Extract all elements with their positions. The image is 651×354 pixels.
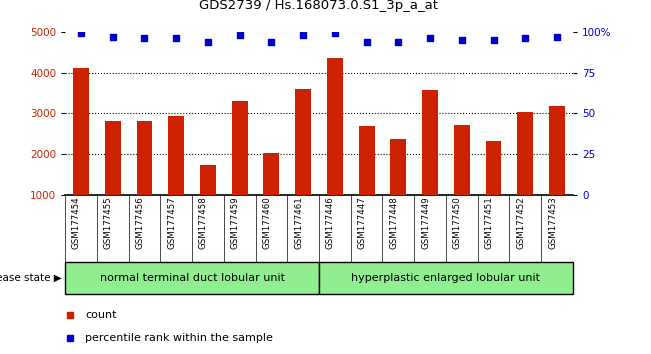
Bar	[200, 165, 216, 235]
Point	[456, 37, 467, 43]
Point	[425, 35, 436, 41]
Point	[552, 34, 562, 40]
Text: hyperplastic enlarged lobular unit: hyperplastic enlarged lobular unit	[352, 273, 540, 283]
Point	[488, 37, 499, 43]
Text: count: count	[85, 310, 117, 320]
Bar	[105, 121, 120, 235]
Text: GSM177447: GSM177447	[357, 197, 367, 250]
Text: GSM177451: GSM177451	[484, 197, 493, 250]
Text: GSM177456: GSM177456	[135, 197, 145, 250]
Point	[202, 39, 213, 45]
Bar	[549, 106, 565, 235]
Point	[171, 35, 182, 41]
Text: percentile rank within the sample: percentile rank within the sample	[85, 333, 273, 343]
Text: GSM177453: GSM177453	[548, 197, 557, 250]
Text: GSM177455: GSM177455	[104, 197, 113, 250]
Bar	[168, 116, 184, 235]
Text: GSM177458: GSM177458	[199, 197, 208, 250]
Bar	[391, 139, 406, 235]
Bar	[319, 262, 573, 294]
Bar	[73, 68, 89, 235]
Text: GSM177446: GSM177446	[326, 197, 335, 250]
Text: GSM177454: GSM177454	[72, 197, 81, 250]
Point	[139, 35, 150, 41]
Point	[107, 34, 118, 40]
Point	[266, 39, 277, 45]
Text: GSM177449: GSM177449	[421, 197, 430, 249]
Bar	[486, 141, 501, 235]
Bar	[137, 121, 152, 235]
Point	[298, 32, 309, 38]
Text: GSM177448: GSM177448	[389, 197, 398, 250]
Bar	[454, 126, 470, 235]
Bar	[65, 262, 319, 294]
Text: normal terminal duct lobular unit: normal terminal duct lobular unit	[100, 273, 284, 283]
Bar	[295, 89, 311, 235]
Text: GSM177450: GSM177450	[453, 197, 462, 250]
Point	[393, 39, 404, 45]
Text: GSM177460: GSM177460	[262, 197, 271, 250]
Text: GSM177459: GSM177459	[230, 197, 240, 249]
Point	[361, 39, 372, 45]
Point	[520, 35, 531, 41]
Text: GDS2739 / Hs.168073.0.S1_3p_a_at: GDS2739 / Hs.168073.0.S1_3p_a_at	[199, 0, 439, 12]
Bar	[232, 101, 247, 235]
Point	[234, 32, 245, 38]
Text: GSM177457: GSM177457	[167, 197, 176, 250]
Point	[329, 31, 340, 36]
Text: disease state ▶: disease state ▶	[0, 273, 62, 283]
Bar	[327, 58, 343, 235]
Bar	[518, 113, 533, 235]
Point	[76, 31, 86, 36]
Bar	[422, 91, 438, 235]
Text: GSM177452: GSM177452	[516, 197, 525, 250]
Bar	[264, 153, 279, 235]
Bar	[359, 126, 374, 235]
Text: GSM177461: GSM177461	[294, 197, 303, 250]
